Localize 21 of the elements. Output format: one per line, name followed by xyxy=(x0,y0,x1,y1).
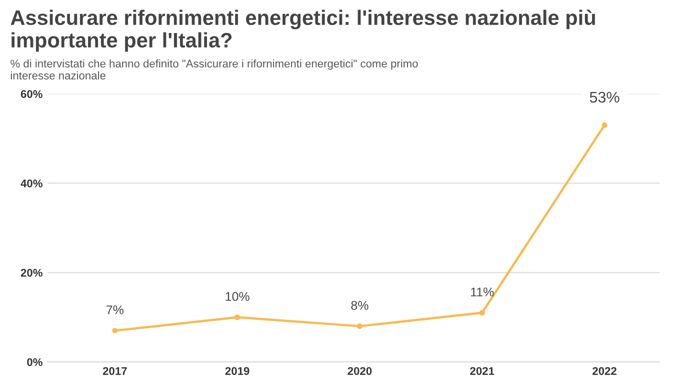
chart-subtitle: % di intervistati che hanno definito "Assicurare i rifornimenti energetici" come primo interesse nazionale xyxy=(10,59,418,80)
x-tick-label: 2017 xyxy=(102,367,127,375)
x-tick-label: 2021 xyxy=(470,367,494,375)
x-tick-label: 2022 xyxy=(592,367,616,375)
point xyxy=(112,328,118,334)
y-tick-label: 40% xyxy=(20,179,42,188)
point xyxy=(234,314,240,320)
y-tick-label: 60% xyxy=(20,90,42,98)
chart-title: Assicurare rifornimenti energetici: l'interesse nazionale più importante per l'Italia? xyxy=(10,10,595,52)
y-tick-label: 20% xyxy=(20,268,42,277)
data-label: 10% xyxy=(226,292,250,301)
data-label: 11% xyxy=(471,288,494,296)
data-label: 8% xyxy=(351,300,368,310)
point xyxy=(479,310,485,316)
x-tick-label: 2020 xyxy=(348,367,372,375)
point xyxy=(602,122,608,128)
y-tick-label: 0% xyxy=(27,358,42,366)
point xyxy=(356,323,362,329)
x-tick-label: 2019 xyxy=(225,367,250,375)
data-label: 53% xyxy=(590,92,620,103)
data-label: 7% xyxy=(106,306,124,314)
